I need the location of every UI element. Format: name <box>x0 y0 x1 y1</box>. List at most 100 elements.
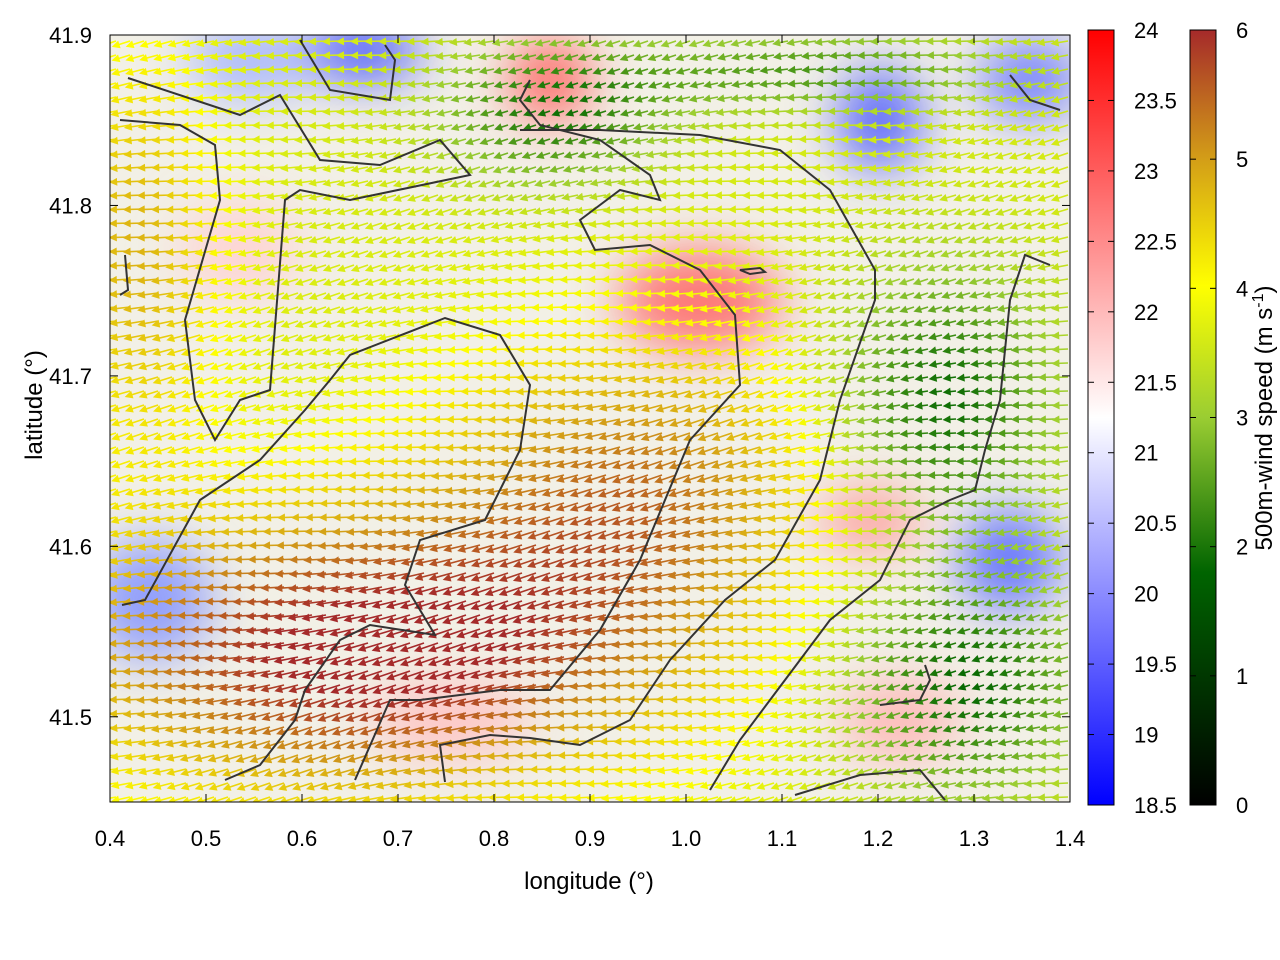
wind-arrow-head <box>194 107 204 116</box>
wind-arrow-head <box>576 165 586 173</box>
wind-arrow-head <box>265 121 274 130</box>
wind-arrow-head <box>194 149 203 158</box>
wind-arrow-head <box>564 137 574 145</box>
wind-arrow-head <box>95 178 103 186</box>
wind-arrow-head <box>1036 138 1046 146</box>
wind-arrow-head <box>265 51 275 60</box>
wind-arrow-head <box>731 80 740 89</box>
wind-arrow-head <box>644 178 653 186</box>
wind-arrow-head <box>308 164 317 173</box>
wind-arrow-head <box>994 37 1004 46</box>
wind-arrow-head <box>123 163 132 172</box>
wind-arrow-head <box>550 67 560 75</box>
wind-arrow-head <box>897 93 906 102</box>
wind-arrow-head <box>755 163 765 172</box>
wind-arrow-head <box>136 177 146 186</box>
wind-arrow-head <box>194 163 203 172</box>
wind-arrow-head <box>731 66 740 75</box>
wind-arrow-head <box>714 149 723 158</box>
wind-arrow-head <box>97 516 106 524</box>
wind-arrow-head <box>660 39 670 48</box>
wind-arrow-head <box>265 135 274 144</box>
wind-arrow-shaft <box>110 96 117 100</box>
wind-arrow-head <box>180 135 189 144</box>
wind-vectors <box>95 37 1069 802</box>
wind-arrow-head <box>279 79 289 88</box>
wind-arrow-head <box>378 37 387 46</box>
wind-arrow-head <box>251 121 260 130</box>
wind-arrow-head <box>814 93 823 102</box>
wind-arrow-head <box>97 404 106 412</box>
wind-arrow-head <box>674 94 684 103</box>
wind-arrow-head <box>519 193 529 202</box>
wind-arrow-head <box>223 38 233 47</box>
wind-arrow-head <box>151 163 160 172</box>
wind-arrow-head <box>1009 52 1018 61</box>
wind-arrow-head <box>494 109 504 117</box>
wind-arrow-head <box>727 177 737 186</box>
wind-arrow-head <box>912 65 921 74</box>
wind-arrow-head <box>435 180 445 188</box>
wind-arrow-head <box>940 65 949 74</box>
wind-arrow-head <box>714 163 723 172</box>
wind-arrow-head <box>645 136 655 145</box>
wind-arrow-head <box>1023 180 1032 189</box>
wind-arrow-head <box>110 123 119 131</box>
wind-arrow-head <box>434 37 444 46</box>
wind-arrow-head <box>769 177 779 186</box>
wind-arrow-head <box>800 93 809 102</box>
wind-arrow-head <box>378 108 388 117</box>
wind-arrow-head <box>522 137 532 145</box>
wind-arrow-head <box>1036 52 1046 61</box>
wind-arrow-head <box>798 149 807 158</box>
wind-arrow-head <box>522 123 532 131</box>
wind-arrow-head <box>407 165 416 174</box>
wind-arrow-head <box>125 54 135 63</box>
wind-arrow-head <box>966 165 976 174</box>
wind-arrow-head <box>209 52 219 61</box>
wind-arrow-head <box>435 66 444 75</box>
wind-arrow-head <box>856 79 865 88</box>
wind-arrow-head <box>336 65 345 74</box>
wind-arrow-head <box>910 136 919 145</box>
wind-arrow-head <box>729 108 738 116</box>
wind-arrow-head <box>815 65 824 74</box>
wind-arrow-head <box>1008 138 1018 146</box>
wind-arrow-head <box>883 93 892 102</box>
wind-arrow-head <box>896 136 905 145</box>
wind-arrow-head <box>730 94 739 103</box>
wind-arrow-head <box>98 55 107 63</box>
wind-arrow-head <box>478 151 488 160</box>
wind-arrow-head <box>223 163 232 172</box>
wind-arrow-head <box>673 136 682 145</box>
wind-arrow-head <box>1022 123 1032 132</box>
wind-arrow-head <box>702 39 712 48</box>
wind-arrow-head <box>812 149 821 158</box>
wind-arrow-head <box>208 135 218 144</box>
wind-arrow-head <box>448 37 458 46</box>
wind-arrow-head <box>714 177 723 186</box>
wind-arrow-head <box>786 52 796 60</box>
wind-arrow-head <box>294 192 303 201</box>
wind-arrow-head <box>251 79 260 88</box>
wind-arrow-head <box>152 94 161 103</box>
wind-arrow-head <box>151 191 160 200</box>
wind-arrow-head <box>209 66 218 75</box>
wind-arrow-head <box>631 150 641 159</box>
wind-arrow-head <box>800 38 809 47</box>
wind-arrow-head <box>842 51 852 60</box>
wind-arrow-head <box>592 95 602 103</box>
wind-arrow-head <box>592 81 602 89</box>
wind-arrow-head <box>520 165 530 174</box>
wind-arrow-head <box>179 191 188 200</box>
wind-arrow-head <box>293 79 303 88</box>
wind-arrow-head <box>223 149 232 158</box>
wind-arrow-head <box>463 38 472 47</box>
wind-arrow-head <box>279 93 289 102</box>
wind-arrow-head <box>477 194 487 202</box>
wind-arrow-head <box>122 177 132 186</box>
wind-arrow-head <box>137 122 147 131</box>
temperature-patch <box>110 540 210 660</box>
wind-arrow-head <box>336 122 345 130</box>
wind-arrow-head <box>783 163 793 172</box>
